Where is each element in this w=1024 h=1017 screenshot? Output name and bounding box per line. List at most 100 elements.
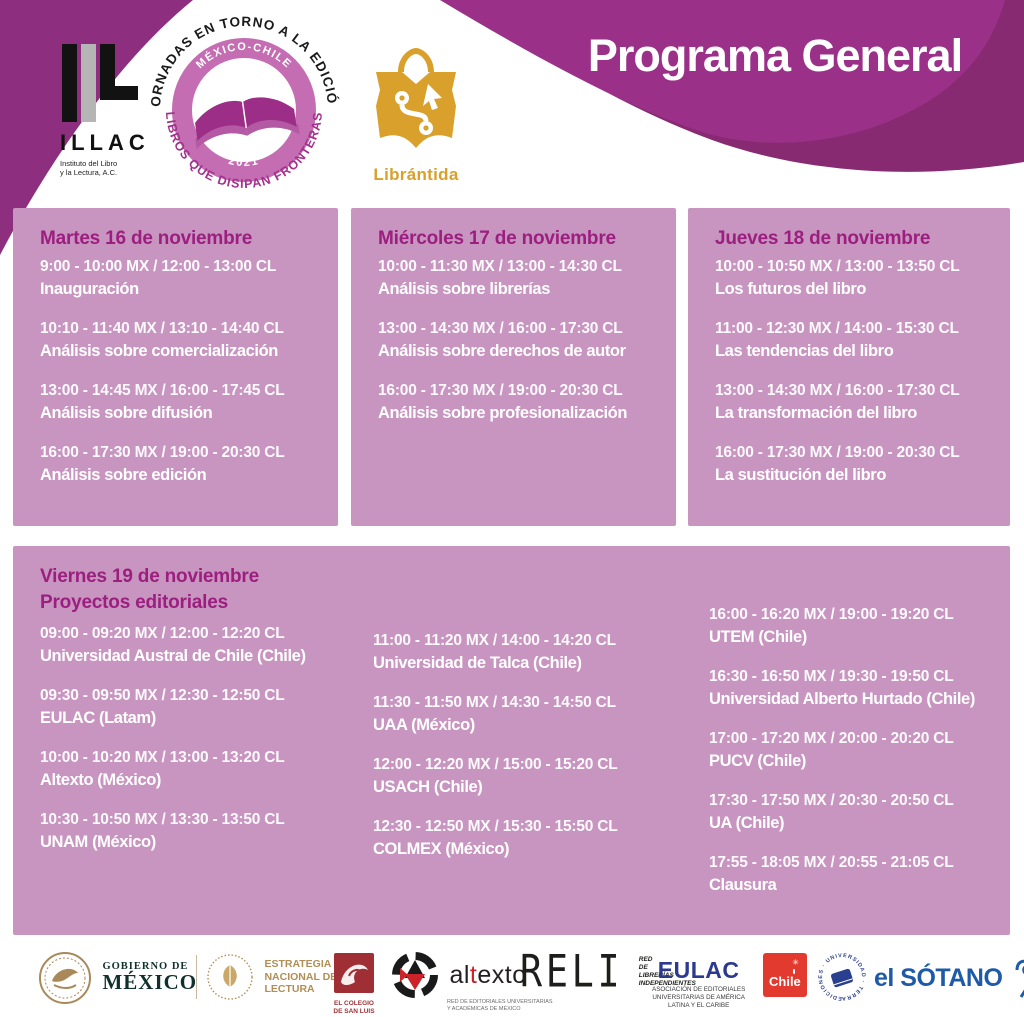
colegio-san-luis-logo: EL COLEGIO DE SAN LUIS — [333, 952, 375, 1017]
page-title: Programa General — [587, 30, 963, 81]
friday-column-2: 11:00 - 11:20 MX / 14:00 - 14:20 CL Univ… — [349, 546, 685, 935]
event-title: Análisis sobre librerías — [378, 279, 550, 298]
event: 12:30 - 12:50 MX / 15:30 - 15:50 CL COLM… — [373, 816, 679, 860]
event-title: Inauguración — [40, 279, 139, 298]
event-title: Altexto (México) — [40, 770, 162, 789]
event-time: 16:00 - 17:30 MX / 19:00 - 20:30 CL — [40, 443, 285, 461]
day-heading: Martes 16 de noviembre — [40, 228, 253, 249]
event: 17:30 - 17:50 MX / 20:30 - 20:50 CL UA (… — [709, 790, 1008, 834]
estrategia-nacional-lectura-logo: ESTRATEGIA NACIONAL DE LECTURA — [206, 953, 337, 1001]
ediciones-universitarias-seal: EDICIONES · UNIVERSIDAD · TERRA · — [816, 948, 867, 1007]
friday-heading: Viernes 19 de noviembre Proyectos editor… — [40, 564, 343, 615]
event: 10:10 - 11:40 MX / 13:10 - 14:40 CL Anál… — [40, 318, 318, 362]
friday-heading-line1: Viernes 19 de noviembre — [40, 566, 259, 587]
event-time: 11:30 - 11:50 MX / 14:30 - 14:50 CL — [373, 693, 616, 711]
enl-seal-icon — [207, 954, 253, 1000]
librantida-label: Librántida — [373, 165, 459, 184]
illac-subtitle: Instituto del Libro y la Lectura, A.C. — [60, 159, 118, 178]
event: 10:00 - 10:50 MX / 13:00 - 13:50 CL Los … — [715, 256, 990, 300]
event: 13:00 - 14:30 MX / 16:00 - 17:30 CL La t… — [715, 380, 990, 424]
event-title: EULAC (Latam) — [40, 708, 156, 727]
event: 11:00 - 11:20 MX / 14:00 - 14:20 CL Univ… — [373, 630, 679, 674]
ediciones-seal-icon: EDICIONES · UNIVERSIDAD · TERRA · — [816, 948, 866, 1001]
event-title: UAA (México) — [373, 715, 475, 734]
chile-map-dot — [793, 969, 795, 974]
event-time: 16:30 - 16:50 MX / 19:30 - 19:50 CL — [709, 667, 954, 685]
event-time: 10:00 - 11:30 MX / 13:00 - 14:30 CL — [378, 258, 622, 275]
reli-wordmark: RELI — [520, 946, 624, 998]
event: 16:00 - 17:30 MX / 19:00 - 20:30 CL Anál… — [378, 380, 656, 424]
event: 13:00 - 14:45 MX / 16:00 - 17:45 CL Anál… — [40, 380, 318, 424]
event-time: 16:00 - 17:30 MX / 19:00 - 20:30 CL — [378, 381, 623, 399]
event: 17:00 - 17:20 MX / 20:00 - 20:20 CL PUCV… — [709, 728, 1008, 772]
sotano-figure-icon — [1015, 959, 1024, 998]
event-title: Clausura — [709, 875, 777, 894]
event-title: UNAM (México) — [40, 832, 156, 851]
el-sotano-logo: el SÓTANO — [874, 957, 1024, 999]
event-title: Universidad Alberto Hurtado (Chile) — [709, 689, 975, 708]
friday-heading-line2: Proyectos editoriales — [40, 591, 228, 613]
event-time: 13:00 - 14:30 MX / 16:00 - 17:30 CL — [378, 319, 623, 337]
footer-divider — [196, 955, 197, 999]
event-title: USACH (Chile) — [373, 777, 483, 796]
event: 13:00 - 14:30 MX / 16:00 - 17:30 CL Anál… — [378, 318, 656, 362]
event: 16:00 - 17:30 MX / 19:00 - 20:30 CL La s… — [715, 442, 990, 486]
illac-logo: ILLAC Instituto del Libro y la Lectura, … — [60, 44, 178, 178]
event: 9:00 - 10:00 MX / 12:00 - 13:00 CL Inaug… — [40, 256, 318, 300]
sponsor-footer: GOBIERNO DE MÉXICO ESTRATEGIA NACIONAL D… — [0, 943, 1024, 1015]
event: 09:00 - 09:20 MX / 12:00 - 12:20 CL Univ… — [40, 623, 343, 667]
chile-star-icon: ✳ — [792, 958, 799, 967]
event-time: 16:00 - 16:20 MX / 19:00 - 19:20 CL — [709, 606, 954, 623]
event-title: Universidad de Talca (Chile) — [373, 653, 582, 672]
event-title: Análisis sobre profesionalización — [378, 403, 628, 422]
librantida-logo: Librántida — [362, 46, 470, 185]
event-time: 10:30 - 10:50 MX / 13:30 - 13:50 CL — [40, 811, 285, 829]
event: 16:00 - 17:30 MX / 19:00 - 20:30 CL Anál… — [40, 442, 318, 486]
altexto-icon — [392, 952, 438, 998]
event: 11:30 - 11:50 MX / 14:30 - 14:50 CL UAA … — [373, 692, 679, 736]
event: 12:00 - 12:20 MX / 15:00 - 15:20 CL USAC… — [373, 754, 679, 798]
event-time: 10:10 - 11:40 MX / 13:10 - 14:40 CL — [40, 319, 284, 337]
event-title: Universidad Austral de Chile (Chile) — [40, 646, 306, 665]
event-title: La transformación del libro — [715, 403, 917, 422]
event-title: Análisis sobre comercialización — [40, 341, 278, 360]
day-heading: Miércoles 17 de noviembre — [378, 228, 616, 249]
event-time: 09:00 - 09:20 MX / 12:00 - 12:20 CL — [40, 625, 285, 643]
event: 17:55 - 18:05 MX / 20:55 - 21:05 CL Clau… — [709, 852, 1008, 896]
eulac-wordmark: EULAC — [657, 957, 740, 983]
eulac-logo: EULAC ASOCIACIÓN DE EDITORIALES UNIVERSI… — [652, 957, 745, 1010]
daybox-viernes-19: Viernes 19 de noviembre Proyectos editor… — [13, 546, 1010, 935]
event-title: Análisis sobre derechos de autor — [378, 341, 626, 360]
altexto-subtext: RED DE EDITORIALES UNIVERSITARIAS Y ACAD… — [447, 999, 553, 1013]
reli-subtext: RED DE LIBRERÍAS INDEPENDIENTES — [638, 955, 696, 988]
event: 10:00 - 10:20 MX / 13:00 - 13:20 CL Alte… — [40, 747, 343, 791]
event-title: Los futuros del libro — [715, 279, 867, 298]
event: 16:00 - 16:20 MX / 19:00 - 19:20 CL UTEM… — [709, 604, 1008, 648]
chile-logo: ✳ Chile — [763, 953, 807, 997]
event-title: COLMEX (México) — [373, 839, 510, 858]
open-book-icon — [195, 97, 300, 149]
jornadas-seal: JORNADAS EN TORNO A LA EDICIÓN LIBROS QU… — [146, 12, 340, 206]
gobierno-eagle-seal-icon — [39, 952, 91, 1004]
event-time: 12:00 - 12:20 MX / 15:00 - 15:20 CL — [373, 755, 618, 773]
event-title: UA (Chile) — [709, 813, 785, 832]
gobierno-line1: GOBIERNO DE — [102, 961, 189, 972]
librantida-book-icon — [376, 48, 456, 148]
event-time: 11:00 - 12:30 MX / 14:00 - 15:30 CL — [715, 319, 959, 337]
altexto-logo: altexto RED DE EDITORIALES UNIVERSITARIA… — [392, 952, 553, 1013]
friday-column-1: Viernes 19 de noviembre Proyectos editor… — [13, 546, 349, 935]
event: 11:00 - 12:30 MX / 14:00 - 15:30 CL Las … — [715, 318, 990, 362]
event: 09:30 - 09:50 MX / 12:30 - 12:50 CL EULA… — [40, 685, 343, 729]
event-time: 16:00 - 17:30 MX / 19:00 - 20:30 CL — [715, 443, 960, 461]
event-time: 10:00 - 10:50 MX / 13:00 - 13:50 CL — [715, 258, 960, 275]
wave-dark-shape — [455, 0, 1024, 172]
colegio-san-luis-label: EL COLEGIO DE SAN LUIS — [333, 1000, 375, 1016]
chile-flag-box: ✳ Chile — [763, 953, 807, 997]
event-time: 11:00 - 11:20 MX / 14:00 - 14:20 CL — [373, 632, 616, 649]
event-title: Análisis sobre edición — [40, 465, 207, 484]
day-heading: Jueves 18 de noviembre — [715, 228, 931, 249]
event-time: 09:30 - 09:50 MX / 12:30 - 12:50 CL — [40, 687, 285, 705]
event-time: 17:00 - 17:20 MX / 20:00 - 20:20 CL — [709, 729, 954, 747]
event-time: 13:00 - 14:30 MX / 16:00 - 17:30 CL — [715, 381, 960, 399]
